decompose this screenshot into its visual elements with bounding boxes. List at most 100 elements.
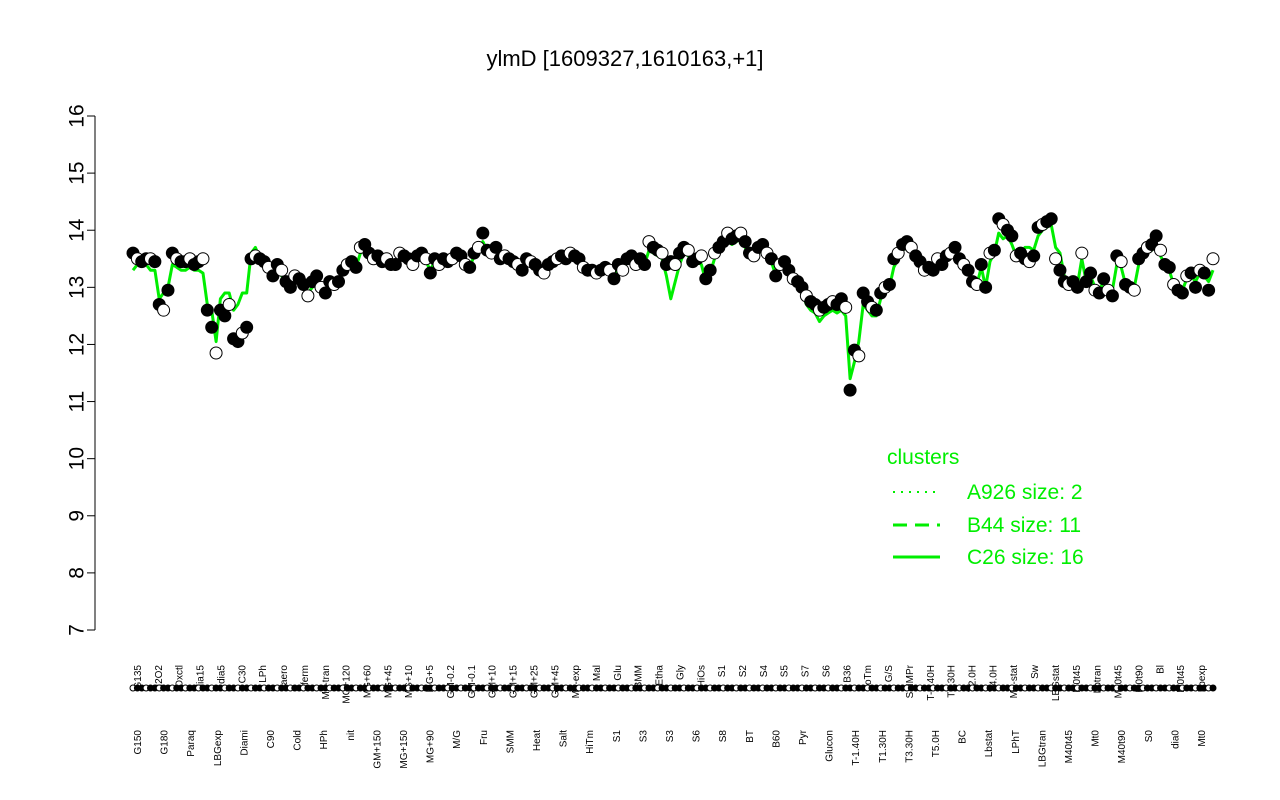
data-point bbox=[1053, 263, 1067, 277]
x-tick-label-upper: GM-0.1 bbox=[467, 665, 478, 699]
data-point bbox=[638, 257, 652, 271]
x-tick-label-upper: T4.0H bbox=[988, 665, 999, 692]
x-tick-label-upper: B36 bbox=[842, 665, 853, 683]
x-tick-label-upper: MG+5 bbox=[425, 665, 436, 693]
data-point bbox=[157, 303, 171, 317]
x-tick-label-upper: M0t45 bbox=[1176, 665, 1187, 693]
data-point bbox=[283, 280, 297, 294]
x-tick-label-upper: T-0.40H bbox=[926, 665, 937, 701]
data-point bbox=[1149, 229, 1163, 243]
data-point bbox=[987, 243, 1001, 257]
y-tick-label: 16 bbox=[66, 104, 89, 127]
x-tick-label-upper: aero bbox=[279, 665, 290, 685]
data-point bbox=[1189, 280, 1203, 294]
data-point bbox=[869, 303, 883, 317]
x-tick-label-lower: C90 bbox=[266, 730, 277, 749]
x-tick-label-upper: MG+120 bbox=[342, 665, 353, 704]
x-axis: G135 H2O2 Oxctl dia15 dia5 C30 LPh aero ferm M9-t… bbox=[129, 664, 1217, 769]
x-tick-label-upper: ferm bbox=[300, 665, 311, 685]
data-point bbox=[275, 263, 289, 277]
x-tick-label-upper: GM+45 bbox=[550, 665, 561, 699]
x-tick-label-upper: M0t45 bbox=[1072, 665, 1083, 693]
data-point bbox=[681, 243, 695, 257]
data-point bbox=[655, 246, 669, 260]
data-point bbox=[616, 263, 630, 277]
x-tick-label-upper: S1 bbox=[717, 665, 728, 678]
x-tick-label-lower: G150 bbox=[133, 730, 144, 755]
data-point bbox=[1114, 255, 1128, 269]
x-tick-label-lower: Pyr bbox=[798, 729, 809, 745]
x-tick-label-lower: Mt0 bbox=[1091, 730, 1102, 747]
x-tick-label-upper: T0.30H bbox=[947, 665, 958, 698]
x-tick-label-upper: Etha bbox=[655, 665, 666, 686]
data-point bbox=[1049, 252, 1063, 266]
x-tick-label-upper: GM+15 bbox=[509, 665, 520, 699]
x-tick-label-upper: S2 bbox=[738, 665, 749, 678]
x-tick-label-lower: BC bbox=[958, 730, 969, 744]
data-point bbox=[852, 349, 866, 363]
x-tick-label-lower: T-1.40H bbox=[851, 730, 862, 766]
x-tick-label-lower: T1.30H bbox=[878, 730, 889, 763]
y-tick-label: 8 bbox=[66, 567, 89, 579]
x-tick-label-upper: S7 bbox=[801, 665, 812, 678]
x-tick-label-upper: Gly bbox=[675, 665, 686, 680]
x-tick-label-upper: GM+10 bbox=[488, 665, 499, 699]
data-point bbox=[463, 260, 477, 274]
x-tick-label-upper: BMM bbox=[634, 665, 645, 688]
data-point bbox=[240, 320, 254, 334]
x-tick-label-lower: S6 bbox=[692, 730, 703, 743]
x-tick-label-upper: M9-exp bbox=[571, 665, 582, 699]
data-point bbox=[1154, 243, 1168, 257]
data-point bbox=[301, 289, 315, 303]
data-point bbox=[948, 240, 962, 254]
data-point bbox=[476, 226, 490, 240]
data-point bbox=[974, 257, 988, 271]
data-point bbox=[161, 283, 175, 297]
x-tick-label-lower: Cold bbox=[293, 730, 304, 751]
x-tick-label-upper: Sw bbox=[1030, 664, 1041, 679]
data-point bbox=[515, 263, 529, 277]
data-point bbox=[694, 249, 708, 263]
x-tick-label-lower: M/G bbox=[452, 730, 463, 749]
y-axis: 7 8 9 10 11 12 13 14 15 16 bbox=[66, 104, 96, 636]
x-rug-mark bbox=[1209, 684, 1217, 692]
x-tick-label-upper: SMMPr bbox=[905, 664, 916, 698]
y-tick-label: 9 bbox=[66, 510, 89, 522]
x-tick-label-upper: LPh bbox=[258, 665, 269, 683]
x-tick-label-upper: H2O2 bbox=[154, 665, 165, 692]
data-point bbox=[1162, 260, 1176, 274]
data-point bbox=[703, 263, 717, 277]
x-tick-label-lower: S3 bbox=[638, 730, 649, 743]
x-tick-label-lower: MG+90 bbox=[426, 730, 437, 764]
x-tick-label-upper: GM+25 bbox=[529, 665, 540, 699]
x-tick-label-lower: HiTm bbox=[585, 730, 596, 754]
data-point bbox=[979, 280, 993, 294]
data-point bbox=[839, 300, 853, 314]
data-point bbox=[1005, 229, 1019, 243]
data-point bbox=[1202, 283, 1216, 297]
x-tick-label-lower: S0 bbox=[1144, 730, 1155, 743]
data-point bbox=[205, 320, 219, 334]
data-point bbox=[1097, 272, 1111, 286]
x-tick-label-upper: Lbexp bbox=[1197, 665, 1208, 693]
x-tick-label-lower: S8 bbox=[718, 730, 729, 743]
data-point bbox=[1075, 246, 1089, 260]
x-tick-label-upper: S6 bbox=[821, 665, 832, 678]
x-tick-label-lower: HPh bbox=[319, 730, 330, 749]
data-point bbox=[882, 277, 896, 291]
x-tick-label-upper: MG+60 bbox=[362, 665, 373, 699]
x-tick-label-lower: S1 bbox=[612, 730, 623, 743]
x-tick-label-upper: HiOs bbox=[696, 665, 707, 687]
data-point bbox=[148, 255, 162, 269]
data-point bbox=[1206, 252, 1220, 266]
x-tick-label-lower: B60 bbox=[771, 730, 782, 748]
data-point bbox=[769, 269, 783, 283]
data-point bbox=[388, 257, 402, 271]
x-tick-label-upper: S4 bbox=[759, 665, 770, 678]
data-point bbox=[423, 266, 437, 280]
x-tick-label-lower: LBGexp bbox=[213, 730, 224, 767]
x-tick-label-upper: GM-0.2 bbox=[446, 665, 457, 699]
data-point bbox=[318, 286, 332, 300]
data-point bbox=[668, 257, 682, 271]
